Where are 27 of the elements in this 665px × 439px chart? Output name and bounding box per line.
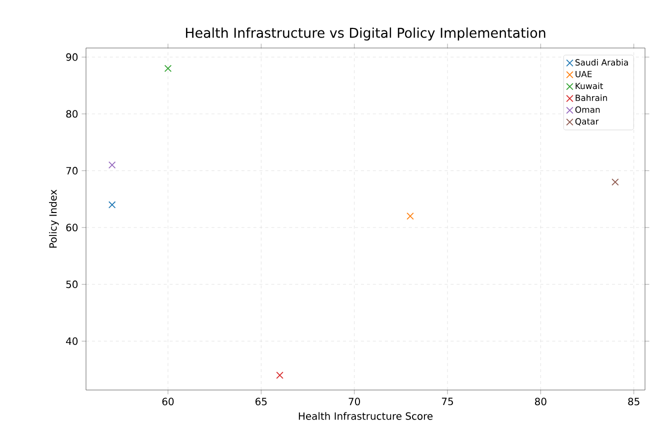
- point: [612, 178, 619, 186]
- point: [164, 64, 172, 72]
- legend-label: Qatar: [575, 118, 599, 126]
- x-tick-label: 75: [442, 398, 453, 406]
- y-tick-label: 40: [66, 337, 78, 345]
- y-tick-label: 90: [66, 53, 78, 61]
- point: [406, 212, 414, 220]
- legend-label: UAE: [576, 70, 592, 78]
- y-tick-label: 50: [66, 280, 78, 288]
- legend-label: Oman: [575, 106, 600, 113]
- y-axis-title: Policy Index: [49, 190, 59, 248]
- x-axis-title: Health Infrastructure Score: [298, 412, 433, 420]
- legend-label: Kuwait: [576, 82, 604, 90]
- y-tick-label: 80: [66, 110, 78, 118]
- x-tick-label: 60: [162, 398, 174, 406]
- point: [108, 161, 116, 169]
- chart-title: Health Infrastructure vs Digital Policy Implementation: [186, 27, 546, 40]
- x-tick-label: 80: [534, 398, 546, 406]
- y-tick-label: 60: [66, 224, 78, 232]
- legend-label: Saudi Arabia: [575, 59, 628, 66]
- x-tick-label: 70: [348, 398, 360, 406]
- legend-label: Bahrain: [576, 94, 607, 102]
- point: [108, 201, 116, 208]
- y-tick-label: 70: [66, 166, 78, 174]
- x-tick-label: 65: [256, 398, 267, 406]
- x-tick-label: 85: [628, 398, 640, 406]
- point: [276, 372, 284, 379]
